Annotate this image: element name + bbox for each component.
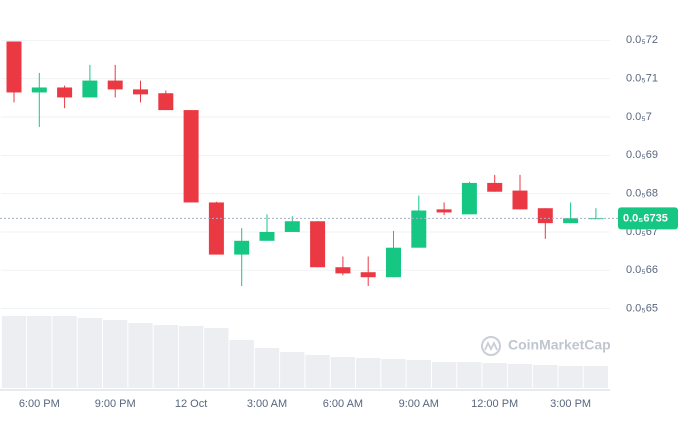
x-tick-label: 3:00 PM (550, 398, 591, 410)
x-tick-label: 6:00 AM (323, 398, 363, 410)
volume-bar (1, 316, 27, 388)
candle-body (386, 247, 401, 278)
candle-body (284, 221, 300, 232)
candle-body (183, 110, 199, 203)
candle-body (461, 182, 477, 215)
candle-body (537, 208, 553, 224)
candle-body (6, 41, 22, 93)
candle-body (411, 210, 427, 248)
y-tick-label: 0.0₅66 (626, 264, 658, 276)
volume-bar (431, 362, 457, 388)
volume-bar (280, 352, 305, 388)
y-tick-label: 0.0₅71 (626, 73, 658, 85)
candle-body (563, 218, 579, 224)
current-price-badge (618, 207, 678, 230)
volume-bar (153, 325, 178, 388)
candle-body (107, 80, 123, 90)
current-price-label: 0.0₅6735 (623, 212, 668, 224)
x-tick-label: 9:00 PM (95, 398, 136, 410)
candle-body (31, 87, 47, 93)
candle-body (588, 218, 604, 220)
candle-body (512, 190, 528, 210)
volume-bar (381, 359, 406, 388)
candle-body (158, 93, 174, 111)
volume-bar (406, 360, 431, 388)
volume-bar (204, 328, 229, 388)
candle-body (436, 209, 452, 213)
candle-body (234, 240, 250, 255)
candle-body (310, 221, 326, 268)
x-tick-label: 3:00 AM (247, 398, 287, 410)
x-tick-label: 12 Oct (175, 398, 207, 410)
volume-bar (254, 348, 280, 388)
x-tick-label: 9:00 AM (399, 398, 439, 410)
watermark: CoinMarketCap (508, 337, 611, 353)
candle-body (335, 267, 351, 274)
candle-body (57, 87, 73, 98)
volume-bar (27, 316, 52, 388)
volume-bar (330, 357, 356, 388)
volume-bar (128, 323, 153, 388)
volume-bar (482, 363, 507, 388)
volume-bar (229, 340, 254, 388)
watermark-logo (481, 336, 501, 356)
volume-bar (583, 366, 609, 388)
candle-body (487, 182, 503, 192)
y-tick-label: 0.0₅68 (626, 188, 658, 200)
volume-bar (178, 326, 204, 388)
y-tick-label: 0.0₅65 (626, 303, 658, 315)
volume-bar (103, 320, 128, 388)
x-tick-label: 6:00 PM (19, 398, 60, 410)
volume-bar (457, 362, 482, 388)
y-tick-label: 0.0₅69 (626, 149, 658, 161)
volume-bar (77, 318, 103, 388)
volume-bar (558, 366, 583, 388)
candle-body (208, 202, 224, 255)
y-tick-label: 0.0₅7 (626, 111, 652, 123)
y-tick-label: 0.0₅72 (626, 34, 658, 46)
volume-bar (305, 355, 330, 388)
candle-body (259, 231, 275, 241)
plot: 0.0₅650.0₅660.0₅670.0₅680.0₅690.0₅70.0₅7… (0, 34, 678, 410)
volume-bar (356, 358, 381, 388)
candle-body (82, 80, 98, 98)
x-tick-label: 12:00 PM (471, 398, 518, 410)
candle-body (360, 272, 376, 278)
volume-bar (533, 365, 558, 388)
volume-bar (52, 316, 77, 388)
volume-bar (507, 364, 533, 388)
candle-body (133, 89, 148, 95)
